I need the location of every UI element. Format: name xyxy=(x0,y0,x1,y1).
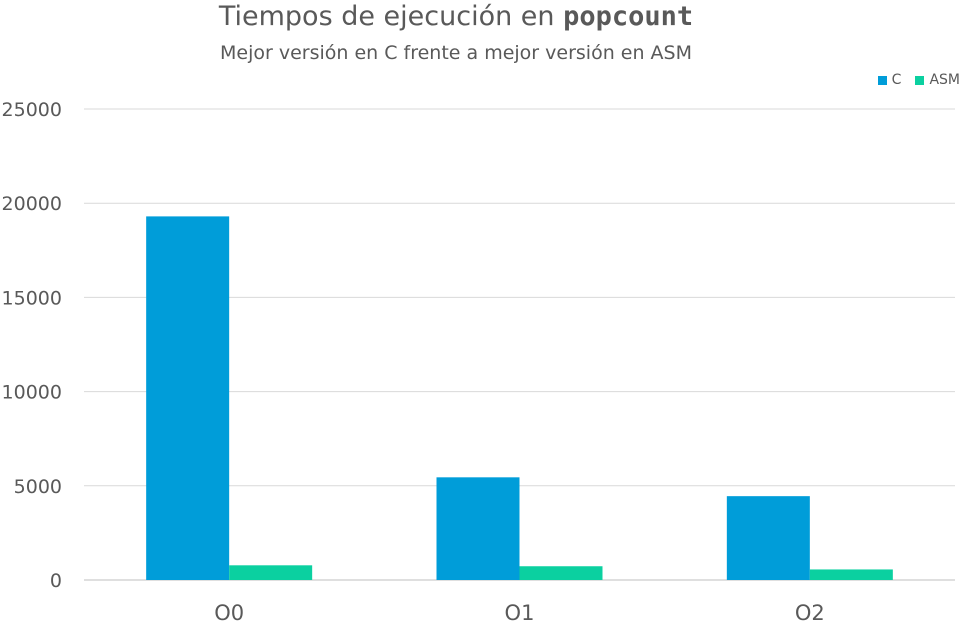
bar-c-o1 xyxy=(436,477,520,580)
bar-c-o0 xyxy=(146,216,230,580)
chart-title-code: popcount xyxy=(563,1,694,32)
bar-asm-o2 xyxy=(809,569,893,580)
y-tick-label: 5000 xyxy=(14,476,62,498)
legend: C ASM xyxy=(877,72,960,88)
bar-c-o2 xyxy=(726,496,810,580)
legend-label-asm: ASM xyxy=(929,72,960,88)
y-tick-label: 10000 xyxy=(2,382,62,404)
legend-swatch-c xyxy=(877,75,887,85)
y-tick-label: 25000 xyxy=(2,99,62,121)
x-tick-label: O1 xyxy=(505,601,535,622)
legend-item-asm: ASM xyxy=(915,72,960,88)
bar-asm-o0 xyxy=(229,565,313,580)
legend-label-c: C xyxy=(891,72,902,88)
chart-subtitle: Mejor versión en C frente a mejor versió… xyxy=(219,42,693,64)
x-tick-label: O0 xyxy=(214,601,244,622)
y-tick-label: 15000 xyxy=(2,287,62,309)
chart-title: Tiempos de ejecución en popcount xyxy=(0,0,912,34)
y-tick-label: 0 xyxy=(50,570,62,592)
legend-swatch-asm xyxy=(915,75,925,85)
chart-title-text: Tiempos de ejecución en xyxy=(218,1,564,32)
legend-item-c: C xyxy=(877,72,902,88)
x-tick-label: O2 xyxy=(795,601,825,622)
bar-asm-o1 xyxy=(519,566,603,580)
y-tick-label: 20000 xyxy=(2,193,62,215)
